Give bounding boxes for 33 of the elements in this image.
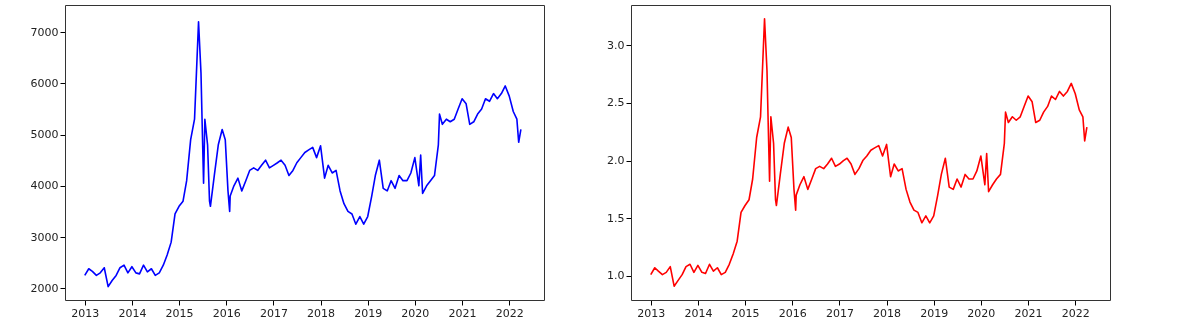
- x-tick-label: 2020: [967, 306, 996, 320]
- x-tick-label: 2021: [448, 306, 477, 320]
- y-tick-label: 7000: [30, 25, 59, 39]
- x-tick-label: 2014: [118, 306, 147, 320]
- x-tick-label: 2021: [1014, 306, 1043, 320]
- y-tick-label: 4000: [30, 179, 59, 193]
- x-tick-label: 2020: [401, 306, 430, 320]
- x-tick-label: 2014: [684, 306, 713, 320]
- x-tick-label: 2016: [212, 306, 241, 320]
- x-tick-label: 2018: [873, 306, 902, 320]
- line-series: [649, 18, 1088, 287]
- x-tick-label: 2016: [778, 306, 807, 320]
- y-tick-label: 2.0: [607, 154, 625, 168]
- x-tick-label: 2017: [825, 306, 854, 320]
- x-tick-label: 2019: [354, 306, 383, 320]
- y-tick-label: 3.0: [607, 38, 625, 52]
- x-tick-label: 2013: [637, 306, 666, 320]
- y-tick-label: 5000: [30, 128, 59, 142]
- x-tick-label: 2018: [307, 306, 336, 320]
- y-tick-label: 1.0: [607, 269, 625, 283]
- x-tick-label: 2015: [731, 306, 760, 320]
- line-series: [83, 21, 522, 288]
- y-tick-label: 1.5: [607, 211, 625, 225]
- y-tick-label: 2000: [30, 281, 59, 295]
- y-tick-label: 2.5: [607, 96, 625, 110]
- x-tick-label: 2017: [259, 306, 288, 320]
- x-tick-label: 2022: [1061, 306, 1090, 320]
- x-tick-label: 2019: [920, 306, 949, 320]
- x-tick-label: 2013: [71, 306, 100, 320]
- x-tick-label: 2015: [165, 306, 194, 320]
- x-tick-label: 2022: [495, 306, 524, 320]
- y-tick-label: 3000: [30, 230, 59, 244]
- y-tick-label: 6000: [30, 76, 59, 90]
